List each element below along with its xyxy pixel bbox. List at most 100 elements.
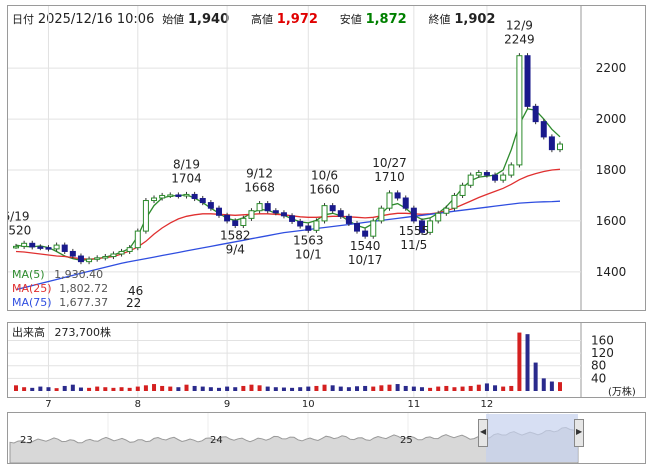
- candle-body: [467, 174, 474, 186]
- candle-body: [45, 247, 52, 250]
- navigator-selected-range[interactable]: [486, 414, 578, 462]
- volume-bar: [192, 385, 197, 391]
- candle-body: [126, 247, 133, 252]
- candle-body: [378, 207, 385, 222]
- candle-body: [557, 143, 563, 151]
- volume-x-tick-label: 8: [135, 399, 141, 408]
- volume-bar: [476, 384, 481, 391]
- volume-bar: [38, 386, 43, 391]
- volume-x-tick-label: 9: [224, 399, 230, 408]
- candle-body: [345, 215, 352, 224]
- volume-bar: [30, 387, 35, 391]
- volume-x-tick-label: 12: [481, 399, 494, 408]
- price-annotation-value: 1704: [171, 171, 202, 185]
- price-y-tick-label: 2000: [596, 112, 627, 126]
- volume-bar: [387, 384, 392, 391]
- volume-bar: [338, 386, 343, 391]
- volume-bar: [22, 387, 27, 391]
- navigator-year-label: 25: [400, 435, 413, 446]
- volume-bar: [509, 385, 514, 391]
- open-value: 1,940: [188, 12, 230, 27]
- close-label: 終値: [428, 13, 451, 26]
- volume-bar: [411, 386, 416, 391]
- volume-x-tick-label: 11: [407, 399, 420, 408]
- candle-body: [280, 212, 287, 217]
- candle-body: [394, 192, 401, 199]
- candle-body: [151, 197, 158, 202]
- price-annotation-value: 1582: [220, 228, 251, 242]
- candle-body: [232, 220, 239, 226]
- navigator-left-handle[interactable]: ◀: [478, 419, 488, 447]
- candle-body: [483, 172, 490, 176]
- candle-body: [167, 194, 174, 197]
- low-value: 1,872: [365, 12, 407, 27]
- volume-unit-label: (万株): [608, 387, 636, 398]
- candle-body: [321, 205, 328, 222]
- volume-bar: [95, 386, 100, 391]
- candle-body: [53, 244, 60, 250]
- volume-bar: [119, 387, 124, 391]
- volume-bar: [395, 384, 400, 391]
- volume-bar: [484, 383, 489, 391]
- ma-line-75: [15, 200, 561, 291]
- chevron-left-icon: ◀: [480, 427, 487, 436]
- candle-body: [224, 214, 231, 222]
- candle-body: [61, 244, 68, 252]
- candle-body: [370, 220, 377, 237]
- candle-body: [516, 55, 523, 166]
- price-annotation-date: 10/17: [348, 253, 383, 267]
- volume-bar: [436, 386, 441, 391]
- volume-bar: [501, 386, 506, 391]
- volume-bar: [46, 387, 51, 391]
- candle-body: [451, 194, 458, 209]
- candle-body: [183, 193, 190, 197]
- candle-body: [540, 121, 547, 138]
- candle-body: [443, 207, 450, 214]
- overlap-label-46: 46: [128, 284, 144, 298]
- volume-bar: [135, 386, 140, 391]
- volume-bar: [273, 387, 278, 391]
- volume-bar: [468, 385, 473, 391]
- ma25-legend-label: MA(25): [12, 282, 52, 295]
- price-annotation-date: 6/19: [8, 209, 29, 223]
- volume-y-tick-label: 120: [591, 346, 614, 360]
- ma75-legend-value: 1,677.37: [59, 296, 109, 309]
- price-info-row: 日付 2025/12/16 10:06 始値 1,940 高値 1,972 安値…: [12, 11, 495, 27]
- price-annotation-date: 12/9: [506, 19, 533, 33]
- candle-body: [191, 193, 198, 200]
- price-annotation-date: 8/19: [173, 157, 200, 171]
- volume-bar: [281, 387, 286, 391]
- candle-body: [13, 245, 19, 249]
- price-chart: 日付 2025/12/16 10:06 始値 1,940 高値 1,972 安値…: [7, 5, 646, 311]
- volume-y-tick-label: 160: [591, 333, 614, 347]
- candle-body: [272, 210, 279, 214]
- ma-line-5: [15, 108, 561, 262]
- price-annotation-value: 2249: [504, 33, 535, 47]
- candle-body: [548, 136, 555, 151]
- volume-bar: [330, 385, 335, 391]
- volume-bar: [314, 385, 319, 391]
- price-annotation-value: 1660: [309, 183, 340, 197]
- open-label: 始値: [162, 13, 185, 26]
- candle-body: [337, 210, 344, 217]
- date-label: 日付: [12, 13, 34, 26]
- volume-bar: [208, 387, 213, 391]
- navigator-right-handle[interactable]: ▶: [574, 419, 584, 447]
- candle-body: [410, 207, 417, 222]
- candle-body: [118, 250, 125, 255]
- candle-body: [77, 255, 84, 263]
- overlap-label-22: 22: [126, 296, 142, 310]
- volume-bar: [533, 362, 538, 391]
- candle-body: [102, 256, 109, 259]
- ma5-legend-label: MA(5): [12, 268, 45, 281]
- volume-bar: [517, 332, 522, 391]
- volume-bar: [184, 384, 189, 391]
- range-navigator[interactable]: 23 24 25 ◀ ▶: [7, 412, 646, 464]
- candle-body: [289, 215, 296, 222]
- candle-body: [475, 172, 482, 176]
- candle-body: [110, 253, 117, 258]
- candle-body: [418, 220, 425, 233]
- volume-bar: [452, 387, 457, 391]
